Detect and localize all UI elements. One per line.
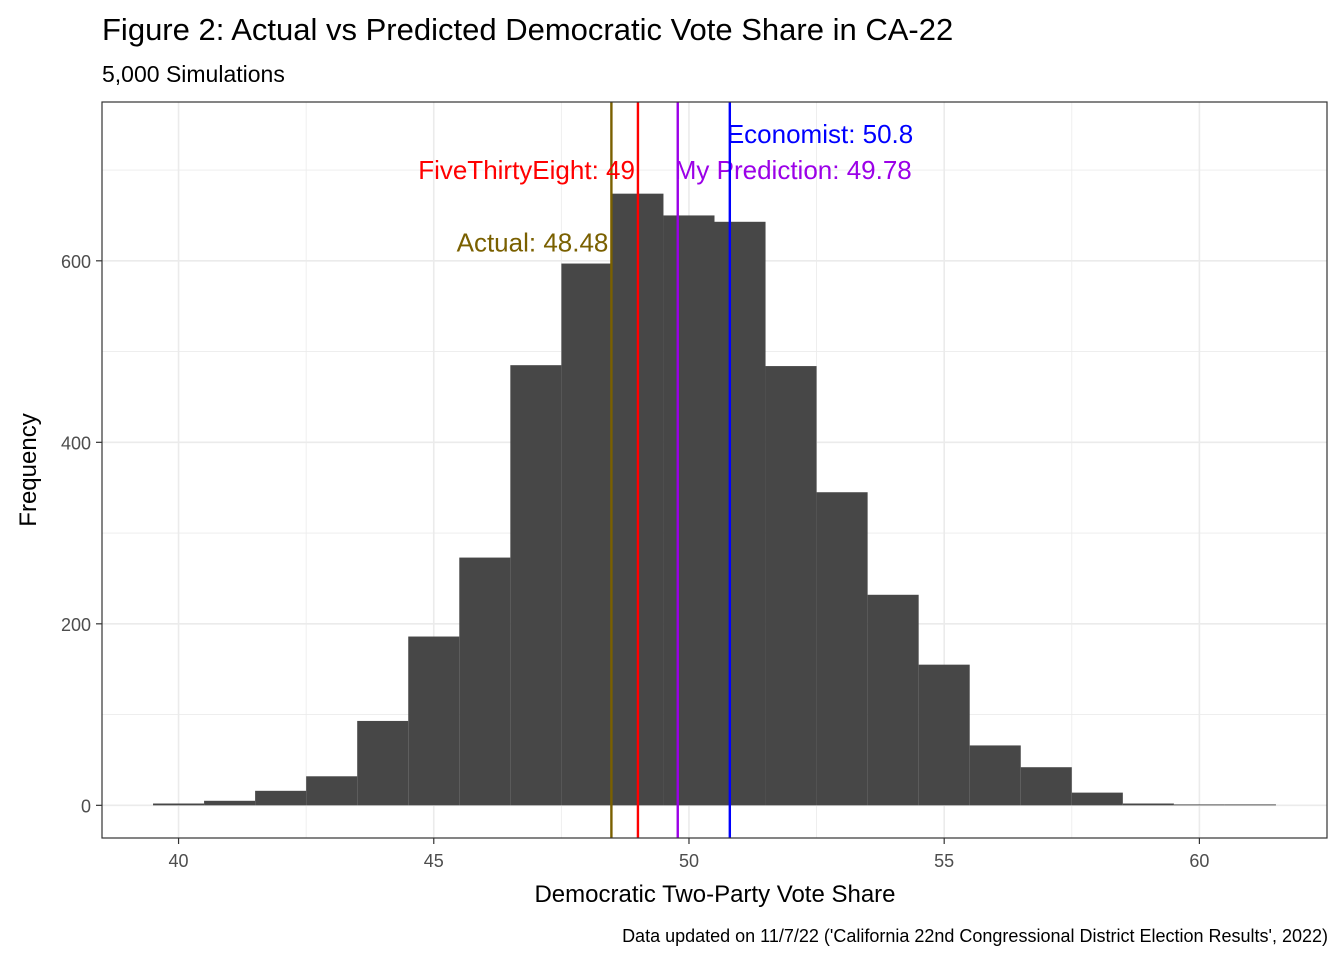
- histogram-bar: [867, 594, 919, 806]
- y-tick-label: 200: [61, 615, 91, 635]
- histogram-bar: [204, 800, 256, 806]
- chart-title: Figure 2: Actual vs Predicted Democratic…: [102, 12, 953, 47]
- histogram-bar: [1224, 804, 1276, 806]
- histogram-bar: [714, 221, 766, 806]
- histogram-bar: [408, 636, 460, 806]
- histogram-bar: [459, 557, 511, 806]
- histogram-bar: [918, 664, 970, 806]
- histogram-bar: [969, 745, 1021, 806]
- histogram-bar: [1071, 792, 1123, 806]
- x-tick-label: 40: [169, 851, 189, 871]
- x-axis: 40 45 50 55 60: [169, 838, 1209, 871]
- y-axis-title: Frequency: [15, 413, 42, 526]
- histogram-bar: [357, 720, 409, 806]
- histogram-bar: [153, 803, 205, 806]
- chart-subtitle: 5,000 Simulations: [102, 61, 285, 87]
- histogram-bar: [816, 492, 868, 806]
- histogram-bar: [663, 215, 715, 806]
- x-tick-label: 60: [1189, 851, 1209, 871]
- x-tick-label: 55: [934, 851, 954, 871]
- reference-line-label: Economist: 50.8: [727, 119, 913, 149]
- reference-line-label: Actual: 48.48: [457, 228, 609, 258]
- reference-lines: Actual: 48.48 FiveThirtyEight: 49 My Predi…: [418, 102, 913, 838]
- histogram-bar: [561, 263, 613, 806]
- y-tick-label: 400: [61, 433, 91, 453]
- plot-panel-border: [101, 101, 1328, 839]
- histogram-bar: [510, 365, 562, 806]
- histogram-bar: [1173, 804, 1225, 806]
- reference-line-label: FiveThirtyEight: 49: [418, 155, 635, 185]
- chart-caption: Data updated on 11/7/22 ('California 22n…: [622, 926, 1328, 946]
- x-tick-label: 45: [424, 851, 444, 871]
- y-tick-label: 0: [81, 796, 91, 816]
- histogram-bar: [306, 776, 358, 806]
- histogram-bar: [1122, 803, 1174, 806]
- y-tick-label: 600: [61, 252, 91, 272]
- x-axis-title: Democratic Two-Party Vote Share: [534, 881, 895, 908]
- histogram-bar: [255, 790, 307, 806]
- reference-line-label: My Prediction: 49.78: [675, 155, 912, 185]
- histogram-bar: [1020, 767, 1072, 806]
- y-axis: 0 200 400 600: [61, 252, 102, 816]
- histogram-bars: [153, 193, 1276, 806]
- histogram-bar: [765, 366, 817, 806]
- x-tick-label: 50: [679, 851, 699, 871]
